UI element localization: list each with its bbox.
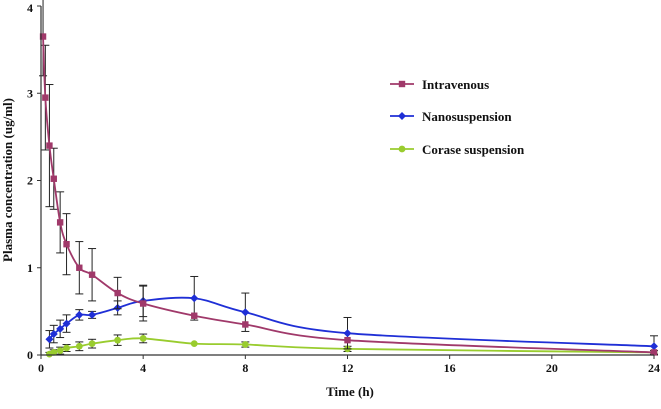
y-tick-label: 4 bbox=[27, 1, 33, 15]
data-point-intravenous bbox=[46, 142, 53, 149]
y-tick-label: 1 bbox=[27, 261, 33, 275]
y-tick-label: 3 bbox=[27, 86, 33, 100]
data-point-intravenous bbox=[191, 312, 198, 319]
data-point-intravenous bbox=[50, 175, 57, 182]
data-point-nanosuspension bbox=[62, 319, 71, 328]
data-point-nanosuspension bbox=[650, 342, 658, 351]
data-point-corase-suspension bbox=[114, 336, 122, 344]
data-point-nanosuspension bbox=[241, 308, 250, 317]
x-tick-label: 24 bbox=[648, 361, 660, 375]
legend-label-intravenous: Intravenous bbox=[422, 77, 489, 92]
series-nanosuspension bbox=[45, 275, 658, 356]
data-point-intravenous bbox=[114, 289, 121, 297]
x-tick-label: 16 bbox=[444, 361, 456, 375]
data-point-corase-suspension bbox=[88, 340, 96, 348]
data-point-intravenous bbox=[76, 264, 83, 271]
legend-label-nanosuspension: Nanosuspension bbox=[422, 109, 512, 124]
data-point-nanosuspension bbox=[49, 330, 58, 339]
data-point-nanosuspension bbox=[75, 310, 84, 319]
legend-label-corase-suspension: Corase suspension bbox=[422, 142, 525, 157]
x-tick-label: 8 bbox=[242, 361, 248, 375]
data-point-intravenous bbox=[39, 33, 47, 40]
data-point-nanosuspension bbox=[56, 324, 65, 333]
data-point-intravenous bbox=[42, 94, 49, 101]
y-axis-title: Plasma concentration (ug/ml) bbox=[0, 98, 15, 262]
data-point-intravenous bbox=[56, 219, 64, 226]
legend: Intravenous Nanosuspension Corase suspensi… bbox=[390, 77, 525, 157]
data-point-nanosuspension bbox=[190, 294, 199, 303]
legend-marker-corase-suspension bbox=[398, 145, 406, 153]
x-tick-label: 20 bbox=[546, 361, 558, 375]
data-point-nanosuspension bbox=[45, 335, 54, 344]
data-point-corase-suspension bbox=[190, 340, 198, 348]
x-tick-label: 12 bbox=[342, 361, 354, 375]
y-tick-label: 0 bbox=[27, 348, 33, 362]
data-point-corase-suspension bbox=[63, 344, 70, 352]
legend-marker-nanosuspension bbox=[398, 112, 406, 120]
legend-marker-intravenous bbox=[398, 80, 406, 88]
data-point-corase-suspension bbox=[56, 347, 64, 355]
x-tick-label: 4 bbox=[140, 361, 146, 375]
data-point-intravenous bbox=[650, 349, 658, 356]
plot-area bbox=[39, 0, 658, 358]
data-point-intravenous bbox=[88, 271, 96, 278]
x-axis-title: Time (h) bbox=[326, 384, 374, 399]
data-point-corase-suspension bbox=[241, 341, 249, 348]
data-point-nanosuspension bbox=[343, 329, 352, 338]
series-line-intravenous bbox=[42, 36, 655, 354]
data-point-intravenous bbox=[139, 300, 147, 307]
data-point-intravenous bbox=[63, 240, 70, 248]
data-point-nanosuspension bbox=[88, 310, 97, 319]
x-tick-label: 0 bbox=[38, 361, 44, 375]
data-point-intravenous bbox=[344, 336, 351, 344]
data-point-corase-suspension bbox=[50, 348, 58, 356]
series-corase-suspension bbox=[45, 333, 658, 358]
data-point-intravenous bbox=[242, 321, 249, 328]
y-tick-label: 2 bbox=[27, 174, 33, 188]
data-point-corase-suspension bbox=[139, 335, 147, 342]
data-point-corase-suspension bbox=[75, 342, 83, 350]
series-intravenous bbox=[39, 0, 658, 356]
